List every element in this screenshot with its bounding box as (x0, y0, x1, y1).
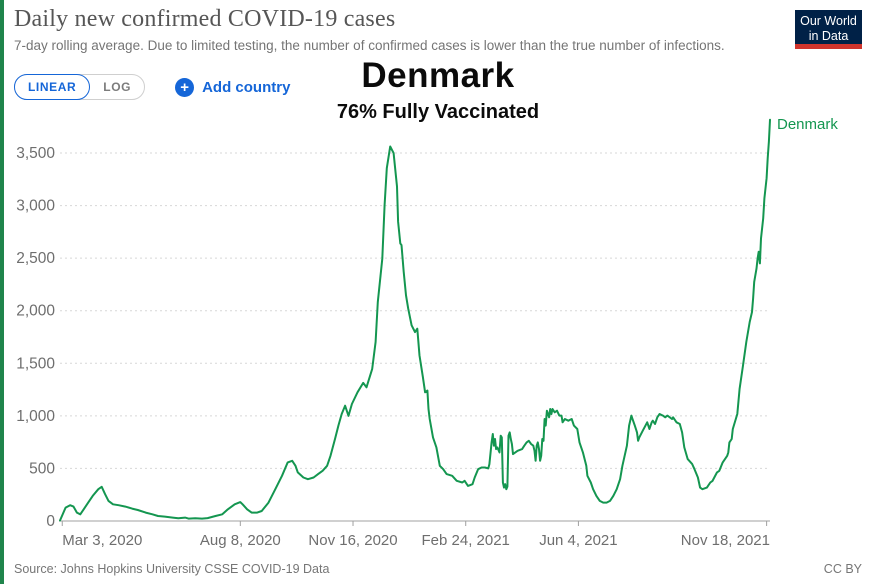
x-tick-label: Nov 18, 2021 (681, 532, 770, 549)
x-tick-label: Aug 8, 2020 (200, 532, 281, 549)
series-label: Denmark (777, 116, 838, 133)
chart-controls: LINEAR LOG + Add country (14, 74, 290, 100)
owid-logo-line1: Our World (800, 14, 857, 28)
owid-logo[interactable]: Our World in Data (795, 10, 862, 49)
linear-button[interactable]: LINEAR (14, 74, 91, 100)
x-tick-label: Mar 3, 2020 (62, 532, 142, 549)
add-country-label: Add country (202, 78, 291, 96)
plus-circle-icon: + (175, 77, 195, 97)
x-tick-label: Nov 16, 2020 (308, 532, 397, 549)
y-tick-label: 3,000 (16, 198, 55, 215)
x-tick-label: Jun 4, 2021 (539, 532, 617, 549)
log-button[interactable]: LOG (103, 80, 132, 94)
y-tick-label: 2,000 (16, 303, 55, 320)
source-text: Source: Johns Hopkins University CSSE CO… (14, 562, 330, 576)
y-tick-label: 1,500 (16, 355, 55, 372)
page-title: Daily new confirmed COVID-19 cases (14, 6, 396, 32)
add-country-button[interactable]: + Add country (175, 77, 291, 97)
page-subtitle: 7-day rolling average. Due to limited te… (14, 38, 725, 53)
owid-logo-line2: in Data (808, 29, 849, 43)
y-tick-label: 3,500 (16, 145, 55, 162)
series-line (59, 118, 771, 522)
scale-toggle: LINEAR LOG (14, 74, 146, 100)
y-tick-label: 1,000 (16, 408, 55, 425)
overlay-vaccination-note: 76% Fully Vaccinated (336, 101, 540, 123)
y-tick-label: 0 (46, 513, 55, 530)
chart-canvas[interactable]: 0 500 1,000 1,500 2,000 2,500 3,000 3,500 Mar 3,… (0, 112, 876, 562)
overlay-country-title: Denmark (361, 56, 515, 95)
y-tick-label: 500 (29, 460, 55, 477)
y-tick-label: 2,500 (16, 250, 55, 267)
left-green-strip (0, 0, 4, 584)
owid-logo-red-bar (795, 44, 862, 49)
license-text: CC BY (823, 562, 862, 576)
x-tick-label: Feb 24, 2021 (422, 532, 510, 549)
